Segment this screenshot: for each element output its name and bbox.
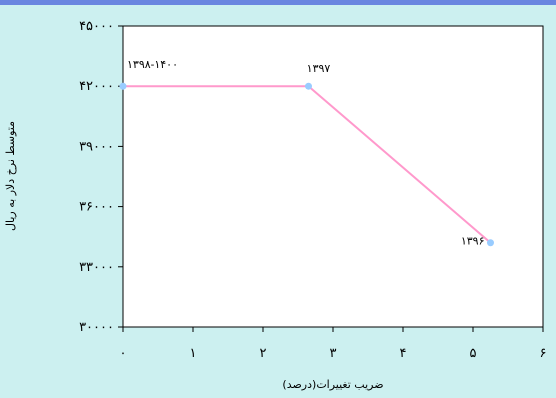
data-point: [487, 239, 494, 247]
x-tick-label: ۳: [330, 346, 337, 361]
data-point-label: ۱۳۹۷: [307, 62, 331, 75]
x-axis-title: ضریب تغییرات(درصد): [282, 378, 383, 391]
y-tick-label: ۳۰۰۰۰: [79, 320, 114, 335]
data-point: [305, 82, 312, 90]
y-axis-title: متوسط نرخ دلار به ریال: [4, 121, 17, 231]
x-axis: ۰ ۱ ۲ ۳ ۴ ۵ ۶: [120, 327, 547, 361]
y-tick-label: ۴۲۰۰۰: [79, 79, 114, 94]
data-point-label: ۱۳۹۸-۱۴۰۰: [127, 58, 178, 71]
y-axis: ۳۰۰۰۰ ۳۳۰۰۰ ۳۶۰۰۰ ۳۹۰۰۰ ۴۲۰۰۰ ۴۵۰۰۰: [79, 19, 123, 335]
data-point: [119, 82, 127, 90]
data-point-label: ۱۳۹۶: [461, 235, 485, 248]
x-tick-label: ۲: [260, 346, 267, 361]
y-tick-label: ۴۵۰۰۰: [79, 19, 114, 34]
series-line: ۱۳۹۸-۱۴۰۰ ۱۳۹۷ ۱۳۹۶: [119, 58, 494, 248]
x-tick-label: ۱: [190, 346, 197, 361]
x-tick-label: ۶: [540, 346, 547, 361]
y-tick-label: ۳۶۰۰۰: [79, 200, 114, 215]
plot-area: [122, 25, 544, 328]
y-tick-label: ۳۳۰۰۰: [79, 260, 114, 275]
y-tick-label: ۳۹۰۰۰: [79, 139, 114, 154]
x-tick-label: ۴: [400, 346, 407, 361]
x-tick-label: ۰: [120, 346, 127, 361]
x-tick-label: ۵: [470, 346, 477, 361]
line-chart: ۳۰۰۰۰ ۳۳۰۰۰ ۳۶۰۰۰ ۳۹۰۰۰ ۴۲۰۰۰ ۴۵۰۰۰ ۰ ۱ ۲ ۳ ۴ ۵ ۶ ۱…: [4, 19, 547, 391]
